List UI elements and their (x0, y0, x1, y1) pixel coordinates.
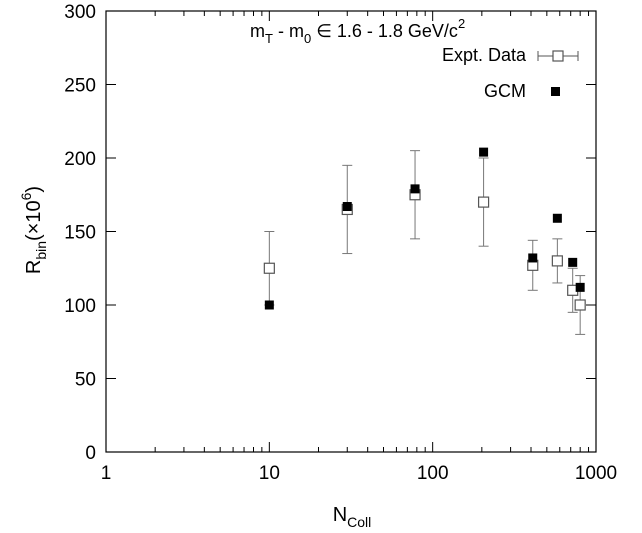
gcm-point (264, 300, 274, 310)
y-axis-label-paren-close: ) (23, 186, 45, 193)
y-axis-label-sup: 6 (18, 192, 34, 200)
legend: Expt. Data GCM (442, 45, 579, 101)
x-tick-label: 1 (101, 463, 112, 484)
legend-label-gcm: GCM (484, 81, 526, 101)
x-tick-label: 10 (259, 463, 280, 484)
y-tick-label: 0 (85, 443, 96, 464)
y-axis-label: Rbin(×106) (18, 186, 49, 274)
gcm-point (528, 253, 538, 263)
y-axis-label-main: R (23, 260, 45, 274)
gcm-point (479, 147, 489, 157)
y-tick-label: 50 (75, 370, 96, 391)
annotation: mT - m0 ∈ 1.6 - 1.8 GeV/c2 (250, 16, 465, 46)
expt-data-point (477, 196, 490, 208)
gcm-point (410, 184, 420, 194)
x-axis-label: NColl (333, 504, 372, 530)
gcm-point (575, 282, 585, 292)
annotation-sup: 2 (458, 16, 465, 31)
axes: 1 10 100 1000 0 50 100 150 200 250 300 (64, 2, 617, 484)
annotation-post: ∈ 1.6 - 1.8 GeV/c (311, 21, 458, 41)
gcm-point (568, 257, 578, 267)
y-tick-label: 150 (64, 223, 96, 244)
y-tick-label: 300 (64, 2, 96, 23)
legend-marker-gcm (551, 87, 560, 96)
x-axis-label-main: N (333, 504, 347, 526)
legend-label-expt: Expt. Data (442, 45, 527, 65)
y-tick-label: 100 (64, 296, 96, 317)
x-axis-label-sub: Coll (347, 514, 371, 530)
y-axis-label-paren-open: (×10 (23, 200, 45, 241)
legend-marker-expt (537, 50, 579, 62)
y-tick-label: 200 (64, 149, 96, 170)
plot-frame (105, 10, 597, 453)
expt-data-point (263, 262, 275, 274)
marks (263, 147, 586, 335)
expt-data-point (574, 299, 586, 311)
annotation-mid: - m (273, 21, 304, 41)
annotation-sub1: T (265, 31, 273, 46)
y-tick-label: 250 (64, 76, 96, 97)
expt-data-point (551, 255, 563, 267)
x-tick-label: 100 (417, 463, 449, 484)
y-axis-label-sub: bin (33, 241, 49, 260)
gcm-point (552, 213, 562, 223)
annotation-pre: m (250, 21, 265, 41)
annotation-sub2: 0 (304, 31, 311, 46)
x-tick-label: 1000 (575, 463, 617, 484)
gcm-point (342, 202, 352, 212)
